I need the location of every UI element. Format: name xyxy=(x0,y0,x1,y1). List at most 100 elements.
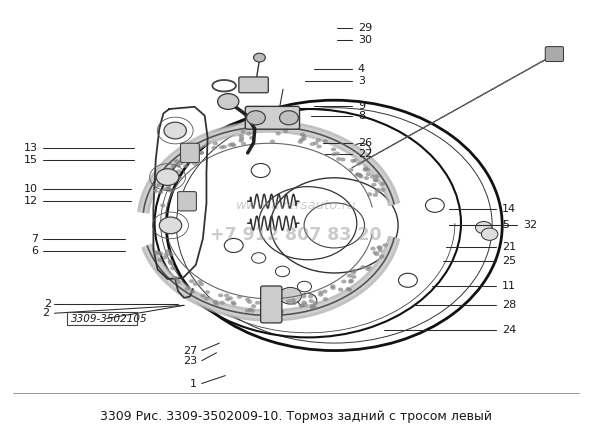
Circle shape xyxy=(164,122,186,139)
Circle shape xyxy=(245,309,250,313)
Circle shape xyxy=(351,275,356,279)
Circle shape xyxy=(163,255,168,259)
Circle shape xyxy=(239,139,244,143)
Circle shape xyxy=(187,150,192,154)
Circle shape xyxy=(275,309,280,313)
Circle shape xyxy=(166,187,171,191)
Circle shape xyxy=(156,183,162,187)
Circle shape xyxy=(189,279,194,283)
Circle shape xyxy=(220,301,225,305)
Circle shape xyxy=(332,152,337,156)
Circle shape xyxy=(262,306,267,310)
Circle shape xyxy=(262,305,268,309)
Circle shape xyxy=(176,164,181,168)
Text: 5: 5 xyxy=(502,220,509,229)
Circle shape xyxy=(193,145,198,149)
Text: 24: 24 xyxy=(502,325,516,335)
Circle shape xyxy=(316,145,321,149)
Circle shape xyxy=(246,132,252,136)
Text: 9: 9 xyxy=(358,101,365,111)
Circle shape xyxy=(313,141,318,145)
Circle shape xyxy=(246,111,265,125)
Circle shape xyxy=(358,175,363,179)
Circle shape xyxy=(348,280,353,284)
Circle shape xyxy=(298,140,303,144)
Circle shape xyxy=(349,168,353,172)
Circle shape xyxy=(154,251,159,255)
Circle shape xyxy=(323,139,328,143)
Text: 14: 14 xyxy=(502,204,516,213)
Circle shape xyxy=(225,297,230,301)
Circle shape xyxy=(240,130,246,133)
Circle shape xyxy=(347,274,352,278)
Text: 29: 29 xyxy=(358,23,372,33)
Circle shape xyxy=(279,287,301,304)
Circle shape xyxy=(365,168,370,172)
Circle shape xyxy=(374,179,379,183)
Circle shape xyxy=(165,249,170,253)
Circle shape xyxy=(279,111,298,125)
Circle shape xyxy=(311,305,317,309)
Circle shape xyxy=(239,137,244,141)
Circle shape xyxy=(170,266,175,270)
Circle shape xyxy=(298,293,317,307)
Circle shape xyxy=(252,253,266,263)
Circle shape xyxy=(198,151,204,155)
Circle shape xyxy=(350,271,356,275)
Text: 10: 10 xyxy=(24,184,38,194)
Circle shape xyxy=(378,249,383,253)
Circle shape xyxy=(361,265,366,269)
Circle shape xyxy=(169,174,175,178)
Circle shape xyxy=(355,173,360,177)
Circle shape xyxy=(173,159,179,163)
Text: 3309 Рис. 3309-3502009-10. Тормоз задний с тросом левый: 3309 Рис. 3309-3502009-10. Тормоз задний… xyxy=(100,410,492,423)
Circle shape xyxy=(350,159,356,163)
Circle shape xyxy=(323,297,328,301)
Circle shape xyxy=(349,278,354,282)
Circle shape xyxy=(378,246,383,250)
Circle shape xyxy=(301,301,307,305)
Text: +7 912 807 83 20: +7 912 807 83 20 xyxy=(210,226,382,244)
Circle shape xyxy=(357,173,362,177)
Circle shape xyxy=(239,134,244,138)
Circle shape xyxy=(186,154,191,157)
Text: 4: 4 xyxy=(358,65,365,74)
Circle shape xyxy=(303,302,308,306)
Circle shape xyxy=(178,161,184,165)
Circle shape xyxy=(166,177,171,181)
Circle shape xyxy=(338,288,343,292)
Circle shape xyxy=(219,145,224,149)
Circle shape xyxy=(481,228,498,240)
Circle shape xyxy=(173,276,178,280)
Circle shape xyxy=(193,282,198,286)
Circle shape xyxy=(398,273,417,287)
Circle shape xyxy=(377,245,382,249)
Circle shape xyxy=(189,290,195,293)
Circle shape xyxy=(153,189,158,193)
Circle shape xyxy=(155,251,160,255)
Circle shape xyxy=(330,284,336,288)
Circle shape xyxy=(197,280,202,283)
Circle shape xyxy=(301,294,307,298)
Circle shape xyxy=(316,138,321,142)
FancyBboxPatch shape xyxy=(181,143,200,163)
Circle shape xyxy=(382,243,388,247)
Circle shape xyxy=(200,294,205,297)
Circle shape xyxy=(283,129,288,133)
Circle shape xyxy=(160,203,166,207)
Circle shape xyxy=(218,293,223,297)
Circle shape xyxy=(291,301,297,305)
Circle shape xyxy=(380,182,385,186)
Circle shape xyxy=(245,298,250,301)
Text: 27: 27 xyxy=(183,346,197,355)
Circle shape xyxy=(218,94,239,110)
Circle shape xyxy=(308,299,314,303)
Circle shape xyxy=(370,247,375,251)
Circle shape xyxy=(162,173,167,177)
Circle shape xyxy=(166,185,171,189)
Circle shape xyxy=(163,253,169,257)
Circle shape xyxy=(231,143,236,147)
Circle shape xyxy=(262,310,267,314)
Circle shape xyxy=(375,188,381,192)
Circle shape xyxy=(336,157,342,161)
